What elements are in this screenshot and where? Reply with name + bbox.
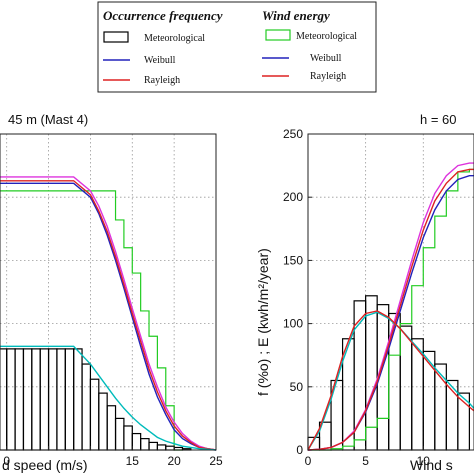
histogram-bar xyxy=(165,445,175,451)
histogram-bar xyxy=(22,348,33,451)
histogram-bar xyxy=(123,425,133,451)
histogram-bar xyxy=(6,348,16,451)
histogram-bar xyxy=(106,405,117,451)
right-y-axis-label: f (%o) ; E (kwh/m²/year) xyxy=(255,248,271,396)
left-panel-title: 45 m (Mast 4) xyxy=(8,112,88,127)
histogram-bar xyxy=(31,348,41,451)
histogram-bar xyxy=(89,378,100,451)
y-tick-label: 200 xyxy=(283,190,303,204)
right-x-axis-label: Wind s xyxy=(410,457,453,473)
histogram-bar xyxy=(56,348,66,451)
plot-frame xyxy=(0,133,217,451)
x-tick-label: 20 xyxy=(167,454,181,468)
histogram-bar xyxy=(64,348,75,451)
distribution-curve xyxy=(0,176,217,451)
distribution-curve xyxy=(0,345,217,451)
histogram-bar xyxy=(156,444,167,451)
plot-frame xyxy=(307,133,474,451)
distribution-curve xyxy=(0,182,217,451)
x-tick-label: 15 xyxy=(126,454,140,468)
legend-energy-meteorological-label: Meteorological xyxy=(296,31,357,42)
legend-energy-title: Wind energy xyxy=(262,8,330,23)
histogram-bar xyxy=(148,441,158,451)
histogram-bar xyxy=(39,348,50,451)
legend-occurrence-weibull-label: Weibull xyxy=(144,55,176,66)
x-tick-label: 0 xyxy=(305,454,312,468)
y-tick-label: 0 xyxy=(296,443,303,457)
y-tick-label: 50 xyxy=(290,380,304,394)
histogram-bar xyxy=(73,348,83,451)
histogram-bar xyxy=(399,325,413,451)
legend-occurrence-rayleigh-label: Rayleigh xyxy=(144,75,180,86)
x-tick-label: 25 xyxy=(209,454,223,468)
right-panel-title: h = 60 xyxy=(420,112,457,127)
legend-energy-meteorological-swatch xyxy=(265,29,291,41)
legend-box xyxy=(97,1,377,93)
histogram-bar xyxy=(98,392,108,451)
histogram-bar xyxy=(81,363,92,451)
histogram-bar xyxy=(0,348,8,451)
legend-energy-rayleigh-label: Rayleigh xyxy=(310,71,346,82)
x-tick-label: 0 xyxy=(3,454,10,468)
y-tick-label: 100 xyxy=(283,317,303,331)
histogram-bar xyxy=(114,417,125,451)
histogram-bar xyxy=(14,348,25,451)
left-panel-plot: 0 15 20 25 xyxy=(0,133,223,468)
legend-occurrence-meteorological-swatch xyxy=(103,31,129,43)
legend-energy-weibull-label: Weibull xyxy=(310,53,342,64)
x-tick-label: 10 xyxy=(417,454,431,468)
distribution-curve xyxy=(307,168,474,451)
y-tick-label: 150 xyxy=(283,253,303,267)
energy-step-line xyxy=(0,190,183,451)
distribution-curve xyxy=(307,162,474,451)
distribution-curve xyxy=(307,175,474,451)
legend-occurrence-meteorological-label: Meteorological xyxy=(144,33,205,44)
histogram-bar xyxy=(47,348,58,451)
legend: Occurrence frequency Wind energy Meteoro… xyxy=(97,1,377,93)
left-x-axis-label: d speed (m/s) xyxy=(2,457,88,473)
energy-step-line xyxy=(308,168,474,451)
x-tick-label: 5 xyxy=(362,454,369,468)
legend-occurrence-title: Occurrence frequency xyxy=(103,8,223,23)
distribution-curve xyxy=(0,180,217,451)
y-tick-label: 250 xyxy=(283,127,303,141)
histogram-bar xyxy=(140,438,150,451)
distribution-curve xyxy=(307,310,474,451)
histogram-bar xyxy=(131,432,142,451)
